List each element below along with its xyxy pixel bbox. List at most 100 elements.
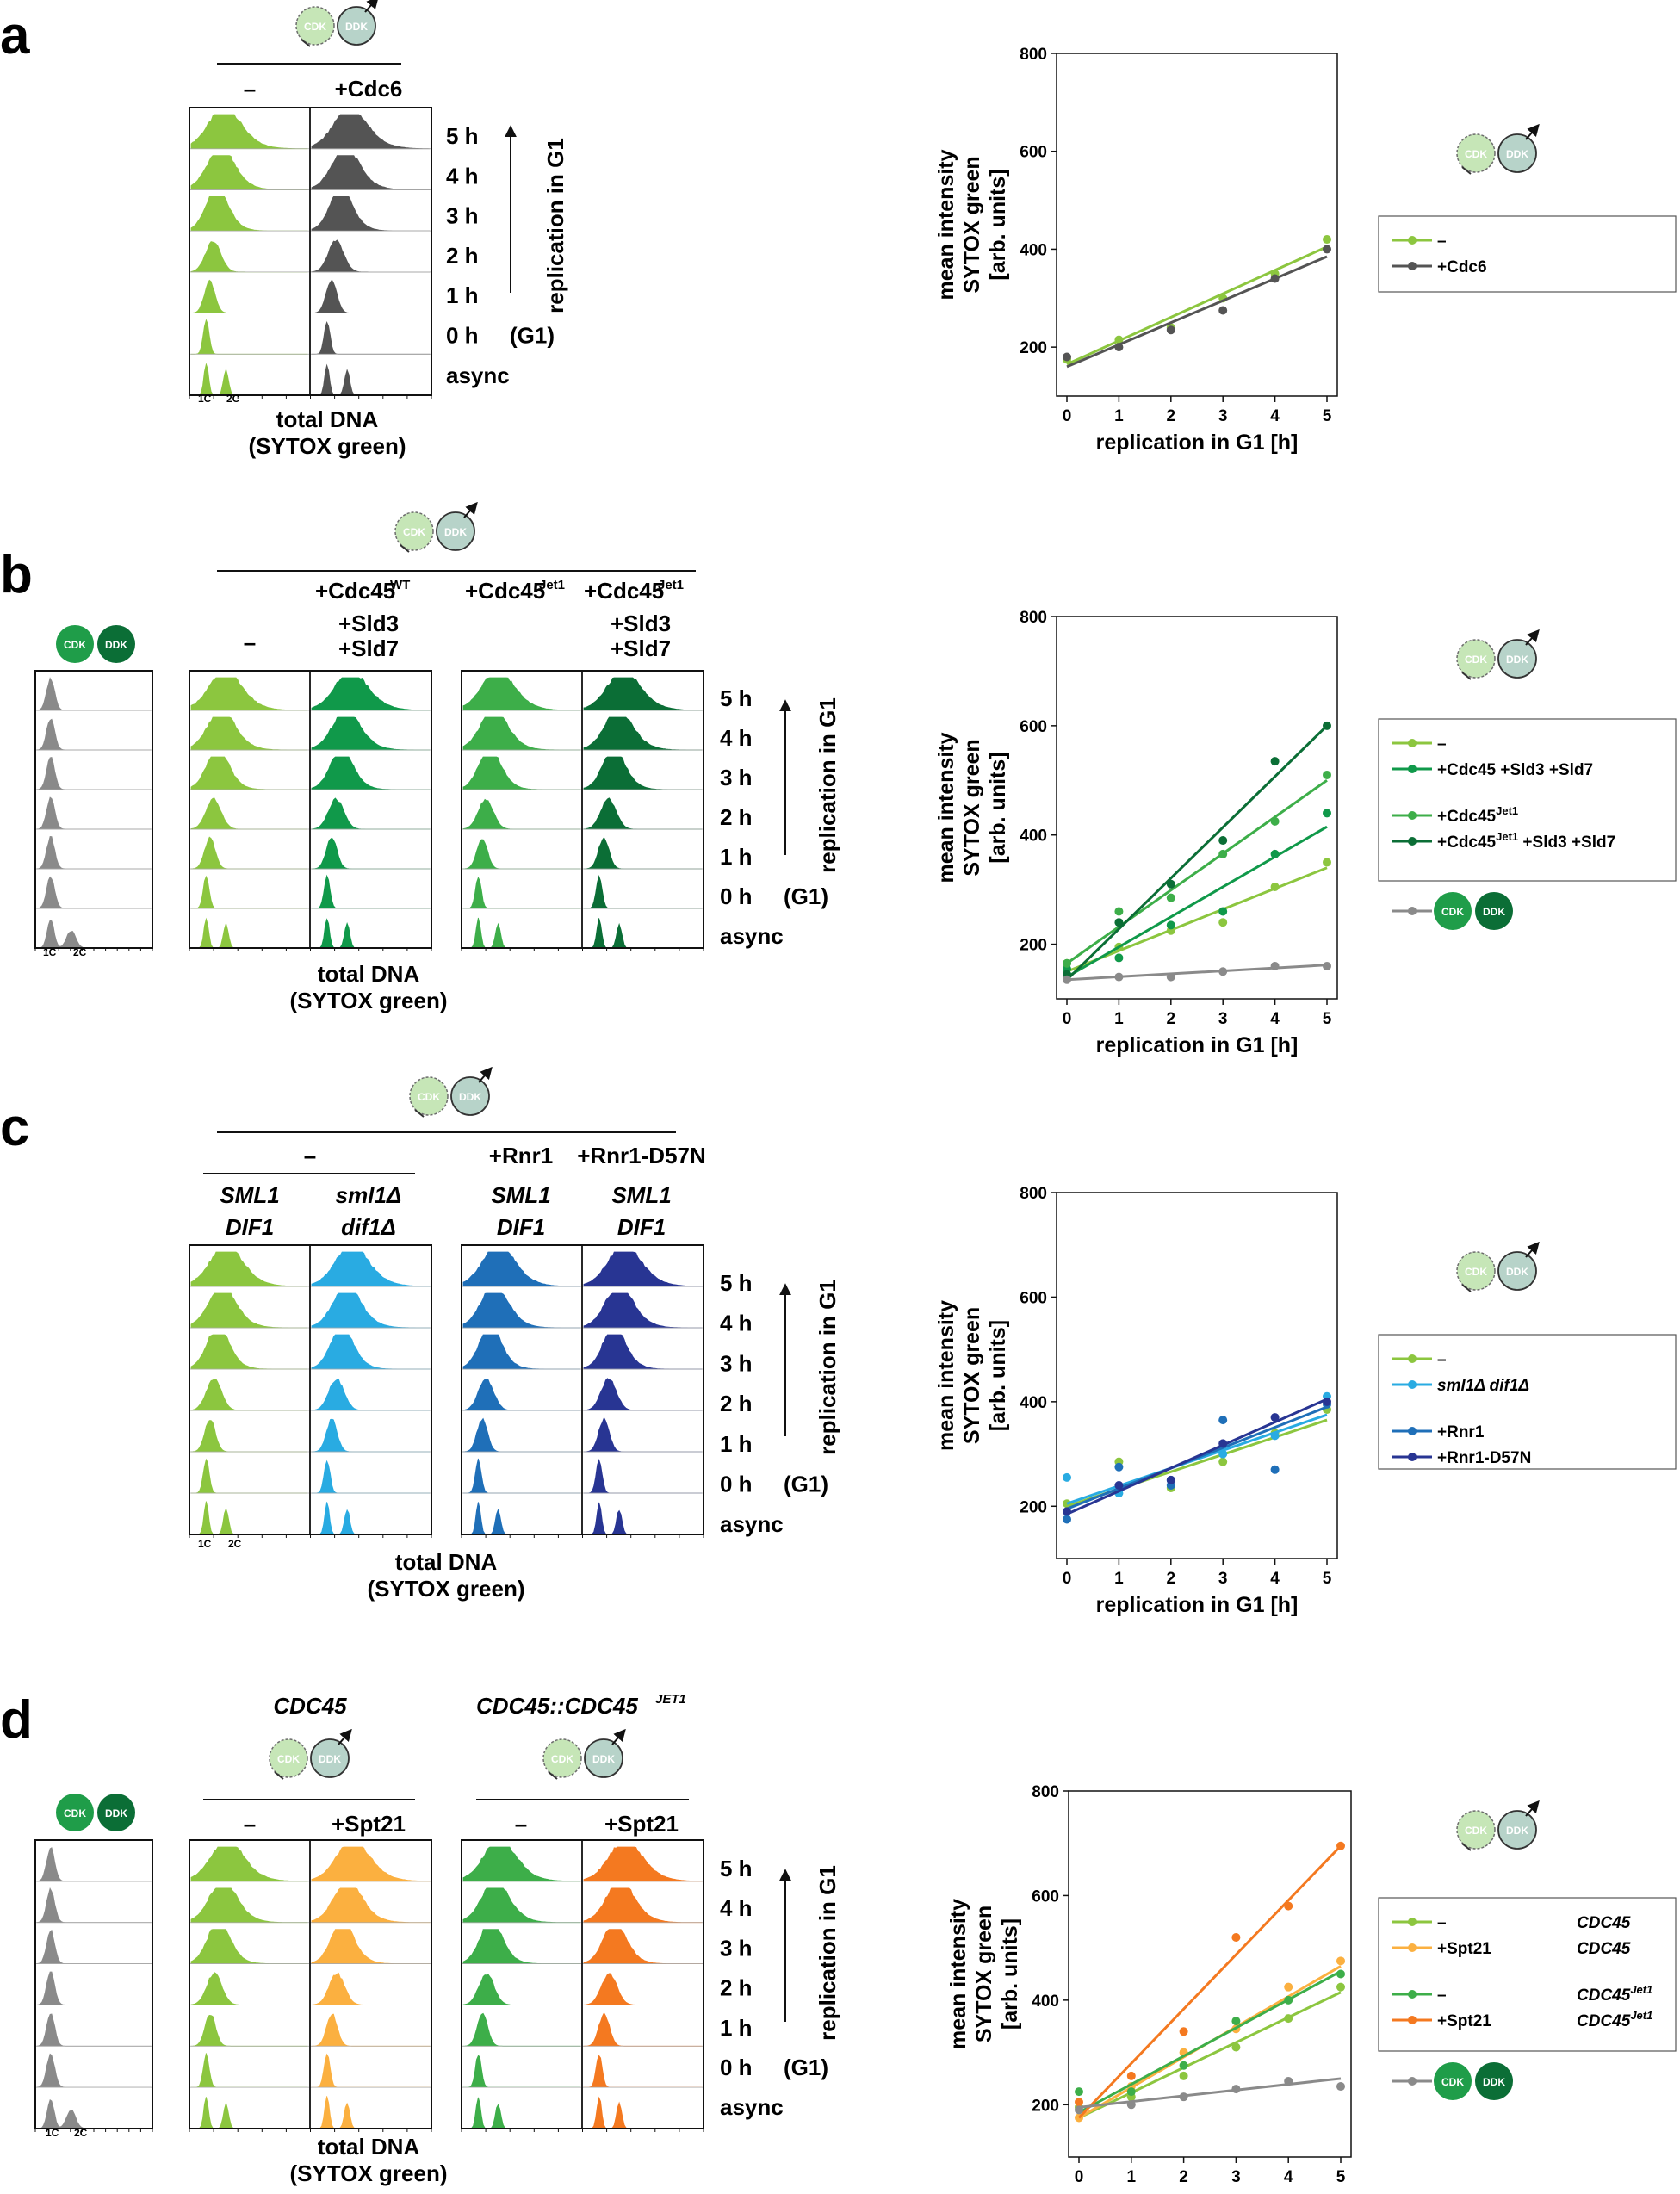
data-point-2 [1114,1462,1124,1472]
x-axis-title: replication in G1 [h] [1096,1033,1299,1057]
y-axis-title: mean intensitySYTOX green[arb. units] [934,732,1010,883]
histogram-peak [311,1418,430,1453]
chart-0-ddk-label: DDK [1506,148,1528,160]
pale-1-ddk-label: DDK [444,526,467,538]
time-label: 5 h [720,1270,753,1296]
dark-6-cdk-icon [56,1794,94,1831]
histogram-peak [311,2013,431,2047]
arrow-label-c: replication in G1 [815,1280,840,1455]
histogram-peak [462,1974,580,2005]
histogram-peak [463,1458,580,1494]
time-label: 4 h [720,1895,753,1921]
fit-line-1 [1066,825,1328,978]
data-point-2 [1114,907,1124,916]
data-point-3 [1336,1841,1345,1850]
xaxis-line1: total DNA [276,406,379,432]
y-tick-label: 800 [1020,1185,1047,1203]
histogram-peak [583,1378,702,1411]
y-axis-title-line: mean intensity [934,1300,958,1451]
chart-2-ddk-icon [1497,1251,1537,1291]
histogram-peak [191,875,307,909]
xaxis-line2: (SYTOX green) [248,433,406,459]
dark-6-ddk-icon [97,1794,135,1831]
histogram-peak [36,1847,152,1882]
histogram-peak [190,1972,308,2005]
x-tick-label: 0 [1063,1570,1072,1588]
legend-badge-1-ddk-icon [1475,892,1513,930]
histogram-peak [584,918,702,949]
geno-c3-a: SML1 [491,1182,550,1208]
time-label: 3 h [446,203,479,229]
fit-line-2 [1066,779,1328,964]
legend-label: +Cdc6 [1437,258,1487,276]
chart-3-cdk-icon [1456,1810,1496,1850]
pale-2-ddk-label: DDK [459,1091,481,1103]
fit-line-3 [1077,1844,1342,2119]
histogram-peak [463,2097,580,2129]
title-d-right: CDC45::CDC45 JET1 [476,1692,686,1719]
fit-line-2 [1078,1970,1342,2114]
histogram-peak [311,716,430,751]
histogram-peak [36,677,151,711]
histogram-peak [462,1379,580,1411]
pale-1-activation-arrow [463,501,478,518]
col-b2-sup: WT [390,578,410,592]
histogram-peak [462,839,580,870]
tick-2c: 2C [226,393,240,405]
chart-2-ddk-label: DDK [1506,1266,1528,1278]
legend-swatch-dot [1408,765,1417,773]
pale-0-inhibit-mark [301,39,311,47]
data-point-4 [1063,975,1071,984]
histogram-peak [462,1846,580,1882]
col-b3-l1: +Cdc45 [465,578,545,604]
time-label: 1 h [446,282,479,308]
pale-1-cdk-label: CDK [403,526,425,538]
x-tick-label: 1 [1114,1570,1124,1588]
histogram-peak [190,1334,307,1370]
histogram-peak [584,1502,702,1535]
histogram-peak [36,1887,152,1924]
y-tick-label: 800 [1020,609,1047,627]
panel-label-a: a [0,6,30,65]
legend-swatch-dot [1408,2016,1417,2024]
data-point-3 [1166,1475,1175,1484]
title-d-left: CDC45 [273,1693,347,1719]
histogram-peak [190,241,308,273]
histogram-peak [462,1887,580,1924]
legend-swatch-dot [1408,2077,1417,2086]
data-point-3 [1114,918,1124,927]
chart-1-inhibit-mark [1461,672,1472,680]
y-axis-title: mean intensitySYTOX green[arb. units] [934,1300,1010,1451]
data-point-4 [1126,2100,1136,2110]
histogram-box-c-left [189,1244,432,1538]
chart-b: 200 400 600 800 0 1 2 3 4 5 replication in G1 [h] m… [934,609,1677,1057]
pale-3-inhibit-mark [274,1771,284,1780]
data-point-2 [1126,2087,1136,2097]
histogram-peak [311,239,431,273]
histogram-peak [191,1458,307,1494]
x-tick-label: 5 [1323,1010,1332,1028]
dark-6-ddk-label: DDK [105,1807,127,1819]
pale-2-cdk-label: CDK [418,1091,440,1103]
fit-line-0 [1066,866,1328,973]
plot-frame [1056,1192,1338,1559]
time-label: 2 h [720,1391,753,1416]
data-point-3 [1284,1901,1293,1911]
xaxis-c-line2: (SYTOX green) [367,1576,524,1602]
x-tick-label: 0 [1063,407,1072,425]
legend-label: – [1437,1986,1447,2005]
histogram-peak [190,1929,308,1964]
data-point-0 [1218,1457,1228,1466]
pale-0-ddk-label: DDK [345,21,368,33]
x-tick-label: 4 [1270,407,1280,425]
data-point-0 [1218,918,1228,927]
histogram-peak [463,1502,580,1535]
x-tick-label: 1 [1127,2168,1137,2186]
data-point-1 [1284,1982,1293,1992]
chart-a: 200 400 600 800 0 1 2 3 4 5 replication in G1 [h] m… [934,46,1677,455]
legend-swatch-dot [1408,837,1417,846]
col-b4-sup: Jet1 [658,578,684,592]
data-point-0 [1323,235,1331,245]
y-axis-title-line: mean intensity [934,149,958,300]
pale-0-activation-arrow [364,0,379,13]
